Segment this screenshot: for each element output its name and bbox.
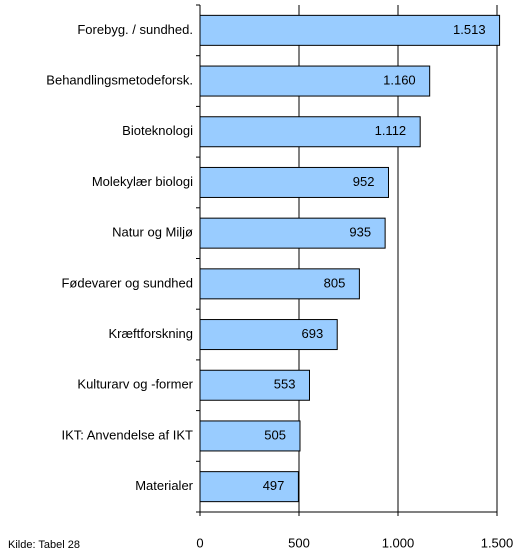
source-note: Kilde: Tabel 28 bbox=[8, 539, 80, 551]
data-label: 935 bbox=[349, 225, 371, 240]
data-label: 1.513 bbox=[453, 22, 486, 37]
data-label: 553 bbox=[274, 377, 296, 392]
data-label: 952 bbox=[353, 174, 375, 189]
y-tick-label: Kræftforskning bbox=[108, 326, 193, 341]
bar bbox=[199, 166, 389, 198]
y-tick-label: Bioteknologi bbox=[122, 123, 193, 138]
data-label: 1.160 bbox=[383, 72, 416, 87]
bar bbox=[199, 14, 501, 46]
y-tick-label: Kulturarv og -former bbox=[77, 377, 193, 392]
bar bbox=[199, 420, 301, 452]
x-tick-label: 1.500 bbox=[481, 535, 514, 550]
data-label: 1.112 bbox=[375, 123, 407, 138]
bar bbox=[199, 217, 386, 249]
x-tick-label: 500 bbox=[288, 535, 310, 550]
bar bbox=[199, 471, 299, 503]
y-tick-label: Molekylær biologi bbox=[92, 174, 193, 189]
y-tick-label: Forebyg. / sundhed. bbox=[77, 22, 193, 37]
bar bbox=[199, 116, 421, 148]
y-tick-label: IKT: Anvendelse af IKT bbox=[61, 427, 193, 442]
y-tick-label: Fødevarer og sundhed bbox=[61, 275, 193, 290]
y-tick-label: Natur og Miljø bbox=[112, 225, 193, 240]
data-label: 693 bbox=[302, 326, 324, 341]
y-tick-label: Behandlingsmetodeforsk. bbox=[46, 72, 193, 87]
x-tick-label: 1.000 bbox=[382, 535, 415, 550]
bar bbox=[199, 319, 338, 351]
data-label: 497 bbox=[263, 478, 285, 493]
data-label: 805 bbox=[324, 275, 346, 290]
bar bbox=[199, 65, 431, 97]
data-label: 505 bbox=[264, 427, 286, 442]
y-tick-label: Materialer bbox=[135, 478, 193, 493]
bar bbox=[199, 369, 310, 401]
bar bbox=[199, 268, 360, 300]
x-tick-label: 0 bbox=[196, 535, 203, 550]
